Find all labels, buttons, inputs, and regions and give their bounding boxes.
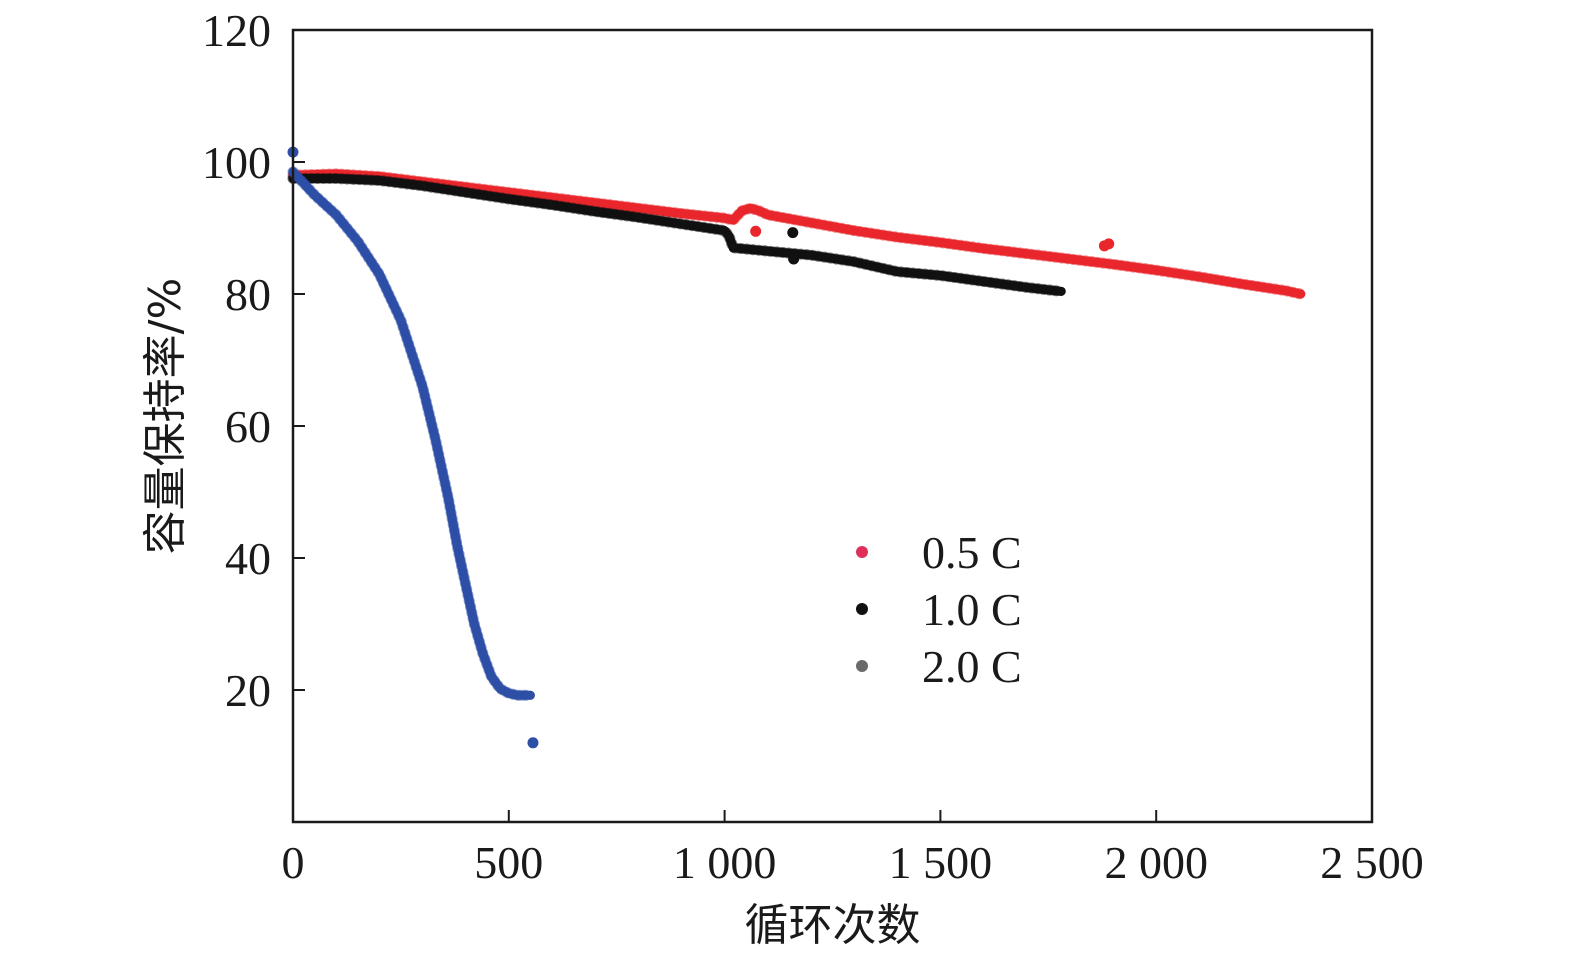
- data-point: [512, 690, 522, 700]
- y-tick-label: 80: [225, 269, 271, 320]
- data-point: [1281, 286, 1291, 296]
- legend: 0.5 C 1.0 C 2.0 C: [856, 527, 1022, 692]
- data-point: [1238, 279, 1248, 289]
- y-tick-label: 100: [202, 137, 271, 188]
- data-point: [806, 250, 816, 260]
- data-point: [754, 206, 764, 216]
- data-point: [353, 236, 363, 246]
- data-point: [728, 215, 738, 225]
- y-tick-label: 60: [225, 401, 271, 452]
- data-point: [1065, 254, 1075, 264]
- legend-marker: [856, 660, 868, 672]
- data-point: [478, 649, 488, 659]
- x-tick-label: 0: [282, 837, 305, 888]
- data-point: [979, 276, 989, 286]
- data-point: [892, 267, 902, 277]
- data-point: [720, 213, 730, 223]
- y-tick-label: 120: [202, 5, 271, 56]
- outlier-point: [1103, 238, 1115, 250]
- data-point: [763, 246, 773, 256]
- data-point: [1056, 286, 1066, 296]
- data-point: [1296, 289, 1306, 299]
- data-point: [504, 688, 514, 698]
- data-point: [806, 218, 816, 228]
- outlier-point: [787, 227, 799, 239]
- data-point: [396, 315, 406, 325]
- data-point: [633, 203, 643, 213]
- data-point: [504, 194, 514, 204]
- data-point: [417, 181, 427, 191]
- data-point: [1194, 272, 1204, 282]
- legend-marker: [856, 546, 868, 558]
- data-point: [745, 203, 755, 213]
- series-layer: [287, 146, 1307, 749]
- data-point: [443, 494, 453, 504]
- x-tick-label: 2 500: [1320, 837, 1424, 888]
- data-point: [935, 271, 945, 281]
- series-1: [287, 173, 1067, 297]
- data-point: [590, 207, 600, 216]
- data-point: [310, 190, 320, 200]
- data-point: [461, 187, 471, 197]
- data-point: [763, 210, 773, 220]
- data-point: [737, 206, 747, 216]
- data-point: [724, 231, 734, 241]
- data-point: [374, 269, 384, 279]
- axis-layer: 0 500 1 000 1 500 2 000 2 500 20 40 60 80 100 120: [202, 5, 1424, 888]
- data-point: [417, 381, 427, 391]
- data-point: [495, 684, 505, 694]
- data-point: [525, 690, 535, 700]
- y-tick-label: 20: [225, 665, 271, 716]
- y-tick-label: 40: [225, 533, 271, 584]
- legend-label: 2.0 C: [922, 641, 1022, 692]
- data-point: [1151, 265, 1161, 275]
- data-point: [374, 175, 384, 185]
- x-tick-label: 2 000: [1104, 837, 1208, 888]
- data-point: [849, 257, 859, 267]
- outlier-point: [750, 225, 762, 237]
- data-point: [633, 212, 643, 222]
- data-point: [487, 672, 497, 682]
- data-point: [892, 232, 902, 242]
- x-tick-label: 1 500: [889, 837, 993, 888]
- outlier-point: [527, 737, 539, 749]
- data-point: [849, 226, 859, 236]
- data-point: [461, 579, 471, 589]
- y-axis-title: 容量保持率/%: [140, 278, 191, 555]
- data-point: [1022, 249, 1032, 259]
- data-point: [728, 243, 738, 253]
- data-point: [331, 174, 341, 183]
- data-point: [979, 243, 989, 253]
- x-tick-label: 500: [474, 837, 543, 888]
- data-point: [430, 434, 440, 444]
- data-point: [676, 208, 686, 218]
- outlier-point: [788, 253, 800, 265]
- data-point: [547, 200, 557, 210]
- data-point: [331, 210, 341, 220]
- data-point: [469, 619, 479, 629]
- x-tick-label: 1 000: [673, 837, 777, 888]
- data-point: [452, 540, 462, 550]
- series-0: [287, 168, 1307, 300]
- data-point: [1108, 259, 1118, 269]
- series-2: [287, 146, 539, 749]
- legend-label: 1.0 C: [922, 584, 1022, 635]
- data-point: [676, 219, 686, 229]
- x-axis-title: 循环次数: [745, 900, 921, 951]
- data-point: [1022, 282, 1032, 292]
- legend-marker: [856, 603, 868, 615]
- legend-label: 0.5 C: [922, 527, 1022, 578]
- data-point: [935, 238, 945, 248]
- data-point: [590, 198, 600, 208]
